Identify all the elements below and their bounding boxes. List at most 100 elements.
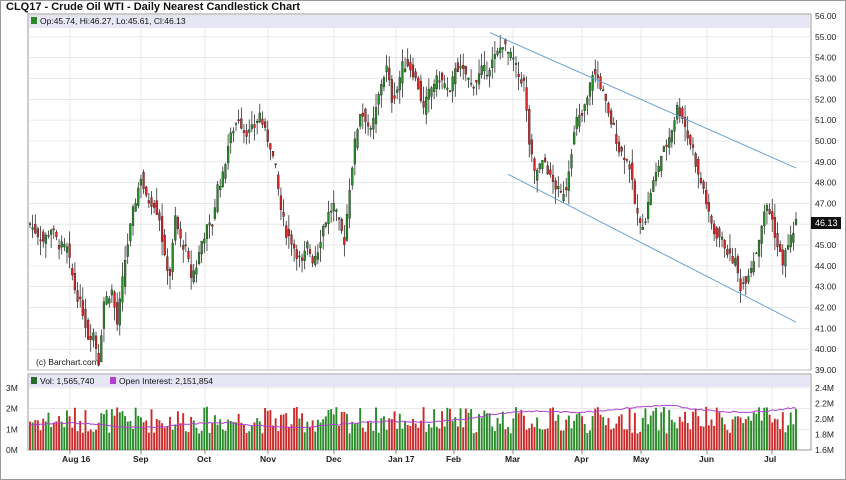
volume-bar (575, 414, 578, 450)
candle-body (369, 128, 372, 130)
candle-body (266, 129, 269, 142)
x-tick-label: Apr (574, 454, 589, 464)
volume-bar (623, 429, 626, 450)
candle-body (84, 308, 87, 328)
y-tick-label: 51.00 (815, 115, 837, 125)
oi-swatch-icon (110, 377, 116, 384)
volume-bar (87, 431, 90, 450)
candle-body (306, 241, 309, 249)
volume-bar (356, 422, 359, 450)
volume-bar (768, 414, 771, 450)
volume-bar (670, 419, 673, 450)
candle-body (79, 296, 82, 300)
candle-body (166, 256, 169, 271)
candle-body (121, 276, 124, 303)
candle-body (345, 213, 349, 241)
candle-body (789, 234, 792, 248)
candle-body (673, 120, 676, 132)
chart-title: CLQ17 - Crude Oil WTI - Daily Nearest Ca… (6, 1, 301, 13)
candle-body (715, 227, 718, 239)
candle-body (337, 217, 341, 220)
volume-bar (169, 416, 171, 450)
candle-body (87, 319, 90, 340)
watermark: (c) Barchart.com (36, 357, 99, 367)
candle-body (786, 245, 790, 250)
volume-bar (528, 428, 531, 450)
volume-bar (581, 416, 583, 450)
volume-bar (734, 416, 737, 450)
candle-body (636, 208, 639, 214)
candle-body (757, 240, 761, 257)
candle-body (546, 165, 549, 175)
volume-bar (198, 433, 200, 450)
volume-bar (509, 433, 512, 450)
candle-body (65, 246, 69, 253)
volume-bar (364, 431, 367, 450)
volume-bar (602, 417, 605, 450)
legend-bar (29, 15, 810, 28)
volume-bar (412, 418, 414, 450)
candle-body (73, 273, 77, 291)
volume-bar (491, 426, 494, 450)
volume-bar (715, 407, 718, 450)
candle-body (496, 50, 499, 55)
volume-bar (213, 415, 216, 450)
candle-body (311, 256, 314, 264)
volume-bar (419, 420, 422, 450)
candle-body (763, 211, 766, 227)
trend-line (507, 173, 797, 323)
volume-bar (462, 427, 465, 450)
candle-body (147, 200, 150, 204)
volume-bar (237, 413, 240, 450)
candle-body (377, 94, 380, 105)
volume-bar (375, 407, 377, 450)
candle-body (380, 84, 383, 96)
volume-bar (327, 410, 330, 450)
y-tick-label: 39.00 (815, 365, 837, 375)
candle-body (361, 112, 364, 117)
volume-bar (781, 412, 784, 450)
candle-body (411, 64, 415, 78)
candle-body (422, 100, 425, 108)
volume-bar (301, 413, 304, 450)
x-tick-label: Nov (260, 454, 276, 464)
volume-bar (353, 424, 356, 450)
candle-body (720, 236, 724, 240)
candle-body (137, 187, 140, 206)
volume-bar (232, 421, 235, 450)
volume-bar (472, 433, 475, 450)
candle-body (398, 77, 401, 91)
candle-body (242, 130, 246, 133)
candle-body (406, 59, 409, 67)
volume-bar (396, 428, 399, 450)
volume-bar (493, 431, 496, 450)
volume-bar (203, 407, 206, 450)
candle-body (551, 174, 555, 182)
candle-body (768, 209, 771, 215)
candle-body (293, 243, 296, 249)
volume-bar (470, 409, 473, 450)
candle-body (776, 233, 779, 248)
volume-bar (227, 419, 230, 450)
volume-bar (713, 425, 716, 450)
volume-bar (536, 417, 539, 450)
volume-bar (195, 427, 198, 450)
volume-bar (29, 421, 31, 450)
volume-bar (245, 433, 248, 450)
volume-bar (665, 433, 668, 450)
volume-bar (147, 432, 150, 450)
vol-legend: Vol: 1,565,740 (40, 376, 95, 386)
candle-body (240, 118, 243, 129)
volume-bar (657, 430, 660, 450)
volume-bar (726, 430, 729, 450)
candle-body (298, 255, 301, 258)
candle-body (792, 232, 795, 243)
y-tick-label: 50.00 (815, 136, 837, 146)
candle-body (197, 252, 201, 265)
y-tick-label: 44.00 (815, 261, 837, 271)
volume-bar (520, 409, 523, 450)
volume-bar (31, 422, 34, 450)
last-price-label: 46.13 (815, 218, 838, 228)
volume-bar (60, 421, 63, 450)
candle-body (562, 194, 565, 201)
